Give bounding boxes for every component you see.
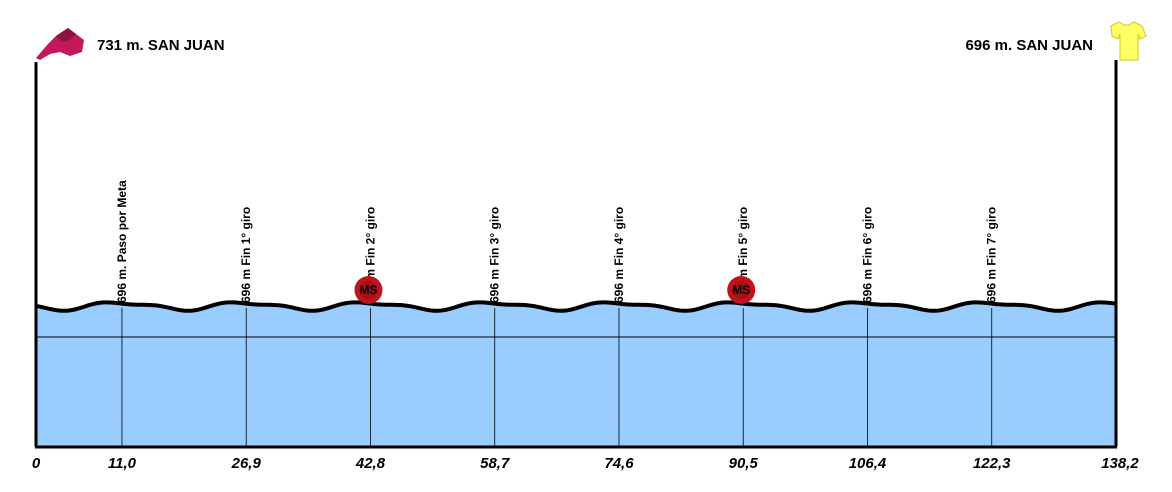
- x-tick-label: 11,0: [108, 455, 137, 472]
- checkpoint-label: 696 m Fin 1° giro: [239, 207, 253, 303]
- start-elevation-label: 731 m. SAN JUAN: [97, 37, 225, 54]
- x-tick-label: 42,8: [355, 455, 386, 472]
- x-tick-label: 0: [32, 455, 41, 472]
- checkpoint-label: 696 m Fin 7° giro: [985, 207, 999, 303]
- x-axis-tick-labels: 0 11,0 26,9 42,8 58,7 74,6 90,5 106,4 122,3 138,2: [32, 455, 1140, 472]
- x-tick-label: 26,9: [231, 455, 262, 472]
- profile-area: [36, 302, 1116, 447]
- ms-badges: MS MS: [354, 276, 756, 304]
- x-tick-label: 58,7: [480, 455, 510, 472]
- x-tick-label: 122,3: [973, 455, 1011, 472]
- checkpoint-label: 696 m. Paso por Meta: [115, 180, 129, 303]
- x-tick-label: 74,6: [604, 455, 634, 472]
- checkpoint-label: 696 m Fin 6° giro: [860, 207, 874, 303]
- ms-badge: MS: [727, 276, 756, 304]
- yellow-jersey-icon: [1110, 21, 1147, 61]
- x-tick-label: 138,2: [1101, 455, 1139, 472]
- profile-line: [35, 300, 1117, 313]
- checkpoint-lines: [121, 308, 993, 447]
- ms-badge: MS: [354, 276, 383, 304]
- checkpoint-label: 696 m Fin 3° giro: [488, 207, 502, 303]
- checkpoint-label: 696 m Fin 4° giro: [612, 207, 626, 303]
- checkpoint-labels: 696 m. Paso por Meta 696 m Fin 1° giro 696…: [115, 180, 999, 303]
- start-flag-icon: [36, 28, 84, 60]
- finish-elevation-label: 696 m. SAN JUAN: [965, 37, 1093, 54]
- svg-text:MS: MS: [732, 283, 750, 297]
- svg-text:MS: MS: [359, 283, 377, 297]
- x-tick-label: 90,5: [729, 455, 759, 472]
- x-tick-label: 106,4: [849, 455, 887, 472]
